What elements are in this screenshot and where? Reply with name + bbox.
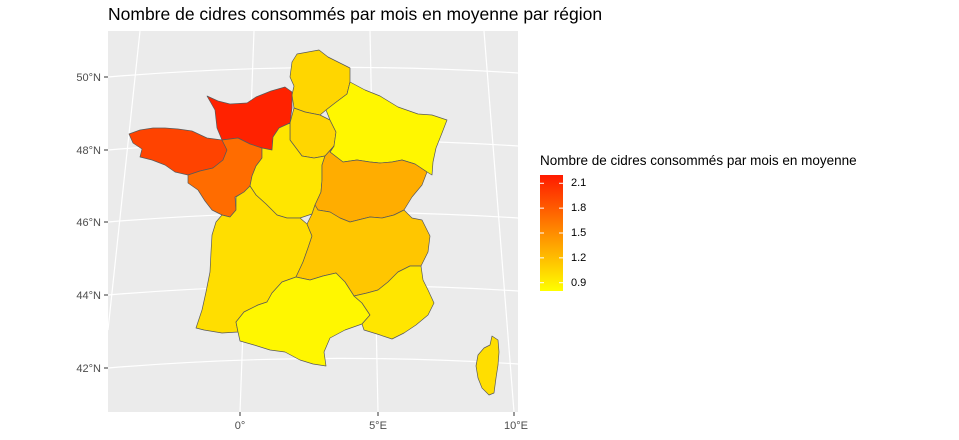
legend-ticks bbox=[540, 182, 563, 284]
meridian-10e bbox=[483, 31, 515, 412]
lon-label-5e: 5°E bbox=[369, 420, 387, 432]
legend-colorbar bbox=[540, 175, 563, 291]
lat-label-46n: 46°N bbox=[76, 217, 101, 229]
lon-label-0: 0° bbox=[235, 420, 246, 432]
legend-tick-label: 1.2 bbox=[571, 251, 587, 264]
lat-label-50n: 50°N bbox=[76, 72, 101, 84]
axis-ticks bbox=[104, 76, 515, 416]
map-title: Nombre de cidres consommés par mois en m… bbox=[108, 4, 603, 24]
legend-tick-label: 2.1 bbox=[571, 177, 587, 190]
lat-label-48n: 48°N bbox=[76, 145, 101, 157]
meridian-5w bbox=[108, 31, 141, 331]
regions-layer bbox=[128, 49, 500, 396]
legend-tick-label: 1.8 bbox=[571, 202, 587, 215]
legend-tick-label: 0.9 bbox=[571, 276, 587, 289]
region-corse bbox=[475, 335, 500, 396]
lon-label-10e: 10°E bbox=[504, 420, 528, 432]
region-provence-alpes-cote-d-azur bbox=[353, 265, 435, 340]
lat-label-44n: 44°N bbox=[76, 290, 101, 302]
legend-title: Nombre de cidres consommés par mois en m… bbox=[540, 153, 857, 168]
legend-tick-label: 1.5 bbox=[571, 227, 587, 239]
lat-label-42n: 42°N bbox=[76, 363, 101, 375]
